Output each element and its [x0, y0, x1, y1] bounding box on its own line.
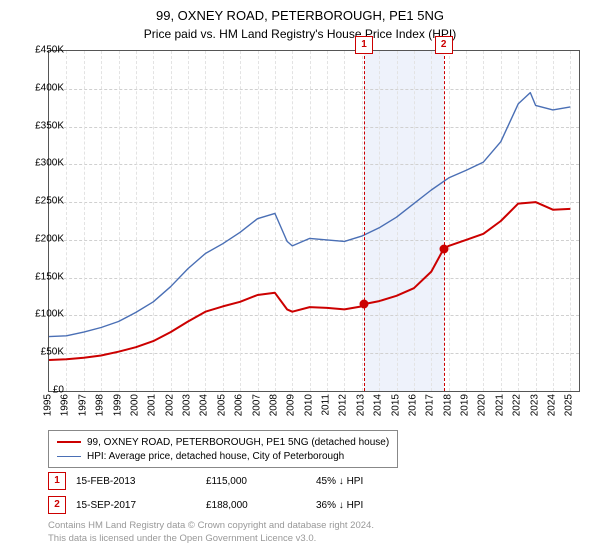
x-axis-label: 1998 [95, 394, 106, 416]
x-axis-label: 2024 [546, 394, 557, 416]
legend-swatch-price [57, 441, 81, 443]
x-axis-label: 2023 [529, 394, 540, 416]
y-axis-label: £0 [8, 385, 64, 396]
sale-row-date: 15-FEB-2013 [76, 476, 206, 487]
x-axis-label: 2022 [512, 394, 523, 416]
sale-row-delta: 36% ↓ HPI [316, 500, 416, 511]
x-axis-label: 2002 [164, 394, 175, 416]
y-axis-label: £400K [8, 82, 64, 93]
price-line [49, 202, 570, 360]
sale-row-price: £188,000 [206, 500, 316, 511]
sale-marker-box: 2 [435, 36, 453, 54]
sale-row-price: £115,000 [206, 476, 316, 487]
x-axis-label: 1996 [60, 394, 71, 416]
legend-item-price: 99, OXNEY ROAD, PETERBOROUGH, PE1 5NG (d… [57, 435, 389, 449]
sale-row-delta: 45% ↓ HPI [316, 476, 416, 487]
x-axis-label: 2018 [442, 394, 453, 416]
chart-title-2: Price paid vs. HM Land Registry's House … [0, 23, 600, 41]
x-axis-label: 2021 [494, 394, 505, 416]
x-axis-label: 2007 [251, 394, 262, 416]
legend-item-hpi: HPI: Average price, detached house, City… [57, 449, 389, 463]
chart-svg [49, 51, 579, 391]
x-axis-label: 2009 [286, 394, 297, 416]
sale-marker-line [364, 51, 365, 391]
legend-label-price: 99, OXNEY ROAD, PETERBOROUGH, PE1 5NG (d… [87, 437, 389, 448]
hpi-line [49, 93, 570, 337]
sale-marker-line [444, 51, 445, 391]
x-axis-label: 2010 [303, 394, 314, 416]
y-axis-label: £250K [8, 196, 64, 207]
x-axis-label: 2011 [321, 394, 332, 416]
chart-title-1: 99, OXNEY ROAD, PETERBOROUGH, PE1 5NG [0, 0, 600, 23]
legend-label-hpi: HPI: Average price, detached house, City… [87, 451, 344, 462]
legend-swatch-hpi [57, 456, 81, 457]
x-axis-label: 2005 [216, 394, 227, 416]
x-axis-label: 2020 [477, 394, 488, 416]
x-axis-label: 2003 [182, 394, 193, 416]
x-axis-label: 2001 [147, 394, 158, 416]
y-axis-label: £100K [8, 309, 64, 320]
x-axis-label: 2016 [407, 394, 418, 416]
y-axis-label: £350K [8, 120, 64, 131]
plot-area [48, 50, 580, 392]
x-axis-label: 2025 [564, 394, 575, 416]
x-axis-label: 1997 [77, 394, 88, 416]
x-axis-label: 2000 [129, 394, 140, 416]
sale-row-date: 15-SEP-2017 [76, 500, 206, 511]
chart-container: 99, OXNEY ROAD, PETERBOROUGH, PE1 5NG Pr… [0, 0, 600, 560]
x-axis-label: 1995 [43, 394, 54, 416]
y-axis-label: £200K [8, 233, 64, 244]
x-axis-label: 2014 [373, 394, 384, 416]
sales-table: 1 15-FEB-2013£115,00045% ↓ HPI 2 15-SEP-201… [48, 472, 416, 514]
x-axis-label: 2015 [390, 394, 401, 416]
footer-line-2: This data is licensed under the Open Gov… [48, 533, 374, 546]
footer-line-1: Contains HM Land Registry data © Crown c… [48, 520, 374, 533]
y-axis-label: £50K [8, 347, 64, 358]
x-axis-label: 2004 [199, 394, 210, 416]
sale-point-dot [360, 300, 369, 309]
x-axis-label: 2012 [338, 394, 349, 416]
sale-point-dot [439, 244, 448, 253]
y-axis-label: £150K [8, 271, 64, 282]
x-axis-label: 2008 [268, 394, 279, 416]
sale-marker-box: 1 [355, 36, 373, 54]
y-axis-label: £300K [8, 158, 64, 169]
y-axis-label: £450K [8, 45, 64, 56]
x-axis-label: 2006 [234, 394, 245, 416]
legend: 99, OXNEY ROAD, PETERBOROUGH, PE1 5NG (d… [48, 430, 398, 468]
x-axis-label: 2019 [460, 394, 471, 416]
sale-row-marker: 1 [48, 472, 66, 490]
x-axis-label: 2017 [425, 394, 436, 416]
sale-row-marker: 2 [48, 496, 66, 514]
x-axis-label: 2013 [355, 394, 366, 416]
x-axis-label: 1999 [112, 394, 123, 416]
footer-attribution: Contains HM Land Registry data © Crown c… [48, 520, 374, 546]
